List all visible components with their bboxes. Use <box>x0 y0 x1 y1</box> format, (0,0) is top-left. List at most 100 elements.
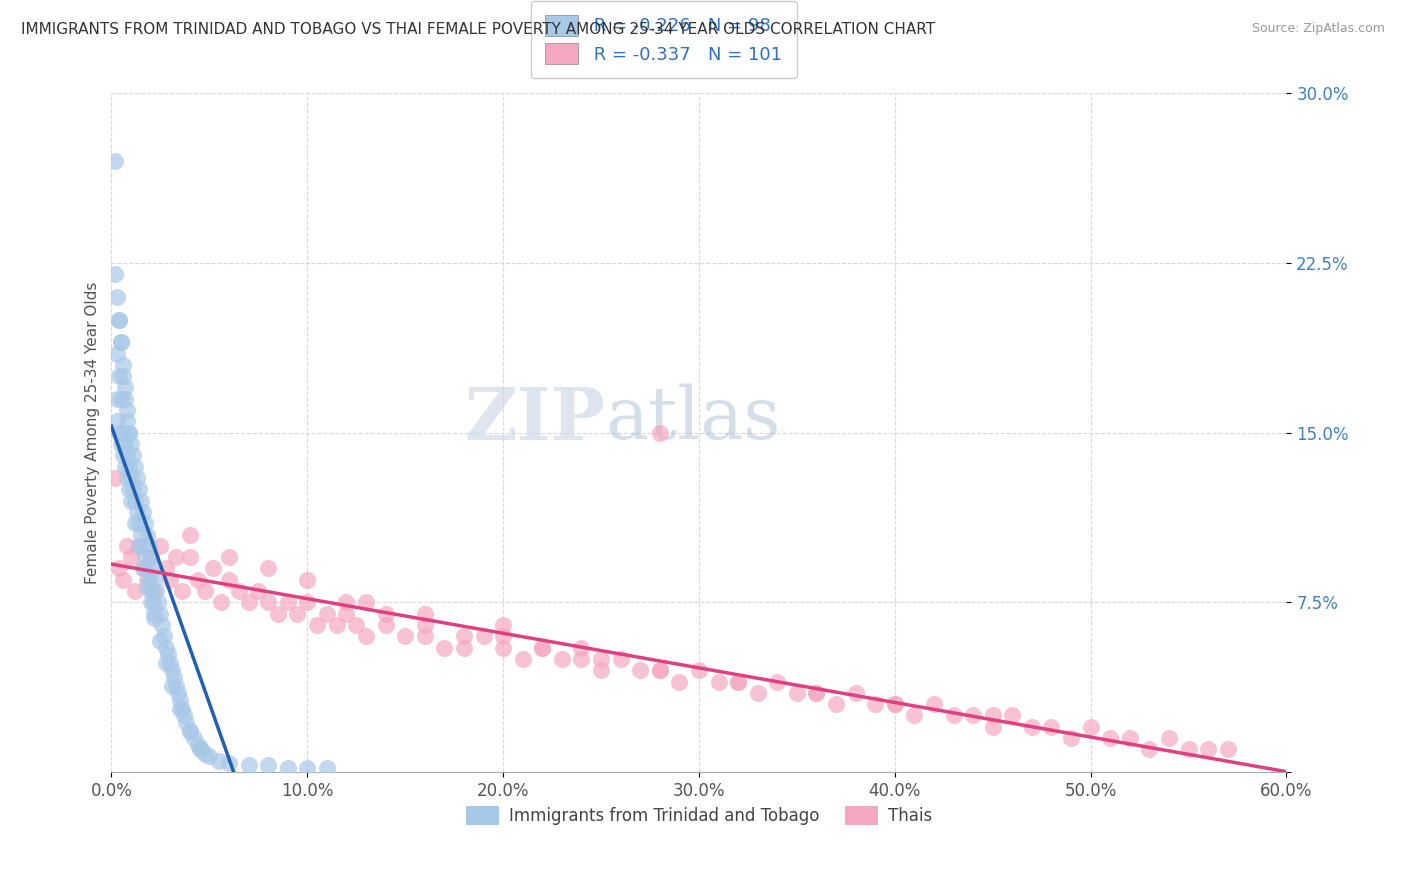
Point <box>297 595 319 609</box>
Point <box>238 758 260 772</box>
Point <box>149 607 172 621</box>
Point <box>115 471 138 485</box>
Point <box>668 674 690 689</box>
Point <box>108 425 131 440</box>
Point <box>149 633 172 648</box>
Point <box>198 749 221 764</box>
Point <box>962 708 984 723</box>
Point <box>187 738 209 752</box>
Point <box>413 607 436 621</box>
Point <box>108 312 131 326</box>
Point <box>1080 720 1102 734</box>
Point <box>883 697 905 711</box>
Point <box>141 561 163 575</box>
Point <box>167 686 190 700</box>
Point <box>981 720 1004 734</box>
Point <box>125 505 148 519</box>
Point <box>238 595 260 609</box>
Point <box>165 679 187 693</box>
Point <box>325 618 347 632</box>
Point <box>472 629 495 643</box>
Point <box>727 674 749 689</box>
Point <box>118 483 141 497</box>
Point <box>277 595 299 609</box>
Point <box>374 607 396 621</box>
Point <box>169 702 191 716</box>
Text: ZIP: ZIP <box>464 384 605 455</box>
Point <box>492 629 515 643</box>
Point <box>143 573 166 587</box>
Point <box>786 686 808 700</box>
Point <box>218 550 240 565</box>
Point <box>257 758 280 772</box>
Point <box>287 607 309 621</box>
Point <box>165 550 187 565</box>
Point <box>139 550 162 565</box>
Point <box>108 561 131 575</box>
Point <box>124 584 146 599</box>
Point <box>453 629 475 643</box>
Point <box>118 425 141 440</box>
Point <box>194 584 217 599</box>
Point <box>139 550 162 565</box>
Point <box>394 629 416 643</box>
Point <box>134 550 156 565</box>
Point <box>202 561 225 575</box>
Point <box>194 747 217 761</box>
Point <box>648 425 671 440</box>
Point <box>531 640 554 655</box>
Point <box>179 550 201 565</box>
Point <box>163 670 186 684</box>
Point <box>453 640 475 655</box>
Point <box>187 573 209 587</box>
Point <box>1216 742 1239 756</box>
Point <box>155 640 177 655</box>
Point <box>153 629 176 643</box>
Point <box>112 573 135 587</box>
Point <box>883 697 905 711</box>
Point <box>132 561 155 575</box>
Point <box>112 369 135 384</box>
Point <box>806 686 828 700</box>
Point <box>170 584 193 599</box>
Point <box>512 652 534 666</box>
Point <box>155 657 177 671</box>
Point <box>1157 731 1180 745</box>
Point <box>267 607 290 621</box>
Point <box>125 471 148 485</box>
Point <box>135 527 157 541</box>
Point <box>145 584 167 599</box>
Point <box>114 380 136 394</box>
Point <box>128 516 150 531</box>
Point <box>209 595 232 609</box>
Point <box>806 686 828 700</box>
Point <box>688 663 710 677</box>
Point <box>135 580 157 594</box>
Point <box>128 539 150 553</box>
Point <box>981 708 1004 723</box>
Point <box>727 674 749 689</box>
Point <box>110 392 132 406</box>
Point <box>160 679 183 693</box>
Point <box>277 760 299 774</box>
Point <box>115 448 138 462</box>
Point <box>174 715 197 730</box>
Point <box>551 652 574 666</box>
Point <box>132 505 155 519</box>
Point <box>120 550 142 565</box>
Point <box>492 640 515 655</box>
Point <box>105 414 128 428</box>
Point <box>1021 720 1043 734</box>
Point <box>766 674 789 689</box>
Text: IMMIGRANTS FROM TRINIDAD AND TOBAGO VS THAI FEMALE POVERTY AMONG 25-34 YEAR OLDS: IMMIGRANTS FROM TRINIDAD AND TOBAGO VS T… <box>21 22 935 37</box>
Point <box>707 674 730 689</box>
Point <box>108 312 131 326</box>
Point <box>112 448 135 462</box>
Point <box>148 595 170 609</box>
Point <box>134 516 156 531</box>
Point <box>128 483 150 497</box>
Point <box>138 573 160 587</box>
Point <box>257 595 280 609</box>
Point <box>143 607 166 621</box>
Point <box>354 629 377 643</box>
